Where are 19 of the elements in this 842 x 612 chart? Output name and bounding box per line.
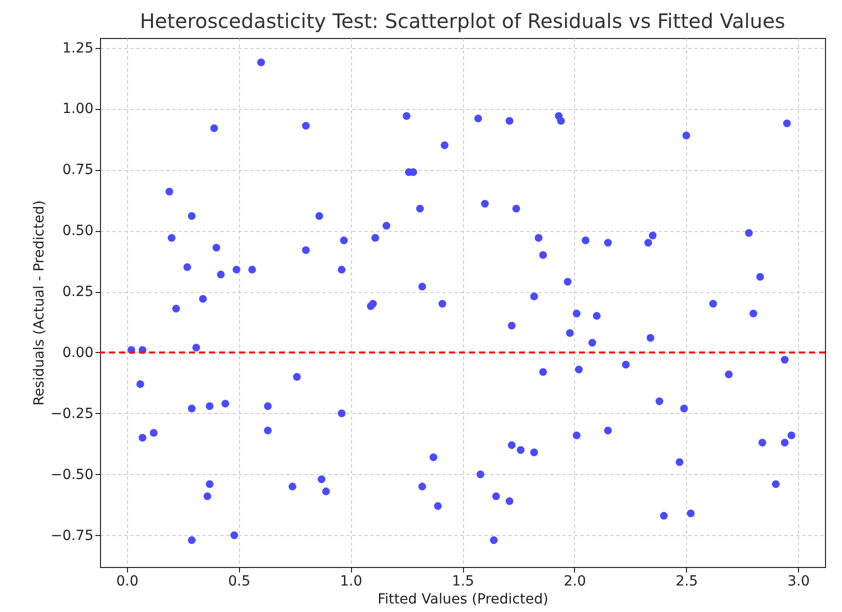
x-tick-label: 3.0: [788, 574, 810, 590]
y-tick-label: 0.50: [62, 223, 94, 240]
y-tick-label: 0.00: [62, 344, 94, 361]
chart-title: Heteroscedasticity Test: Scatterplot of Residuals vs Fitted Values: [140, 9, 786, 33]
y-tick-label: 1.25: [62, 40, 94, 56]
y-tick-label: −0.75: [50, 528, 94, 544]
y-tick-label: −0.50: [50, 466, 94, 483]
x-tick-label: 0.5: [228, 574, 250, 590]
y-tick-label: −0.25: [50, 406, 94, 422]
x-tick-label: 2.0: [564, 574, 586, 590]
y-axis-title: Residuals (Actual - Predicted): [32, 200, 48, 406]
x-tick-label: 1.0: [340, 574, 362, 590]
y-tick-label: 0.75: [62, 162, 94, 178]
x-tick-label: 1.5: [452, 574, 474, 590]
x-tick-label: 2.5: [676, 574, 698, 590]
y-tick-label: 0.25: [62, 284, 94, 300]
x-tick-label: 0.0: [116, 574, 138, 590]
y-tick-label: 1.00: [62, 101, 94, 118]
x-axis-title: Fitted Values (Predicted): [378, 592, 548, 608]
